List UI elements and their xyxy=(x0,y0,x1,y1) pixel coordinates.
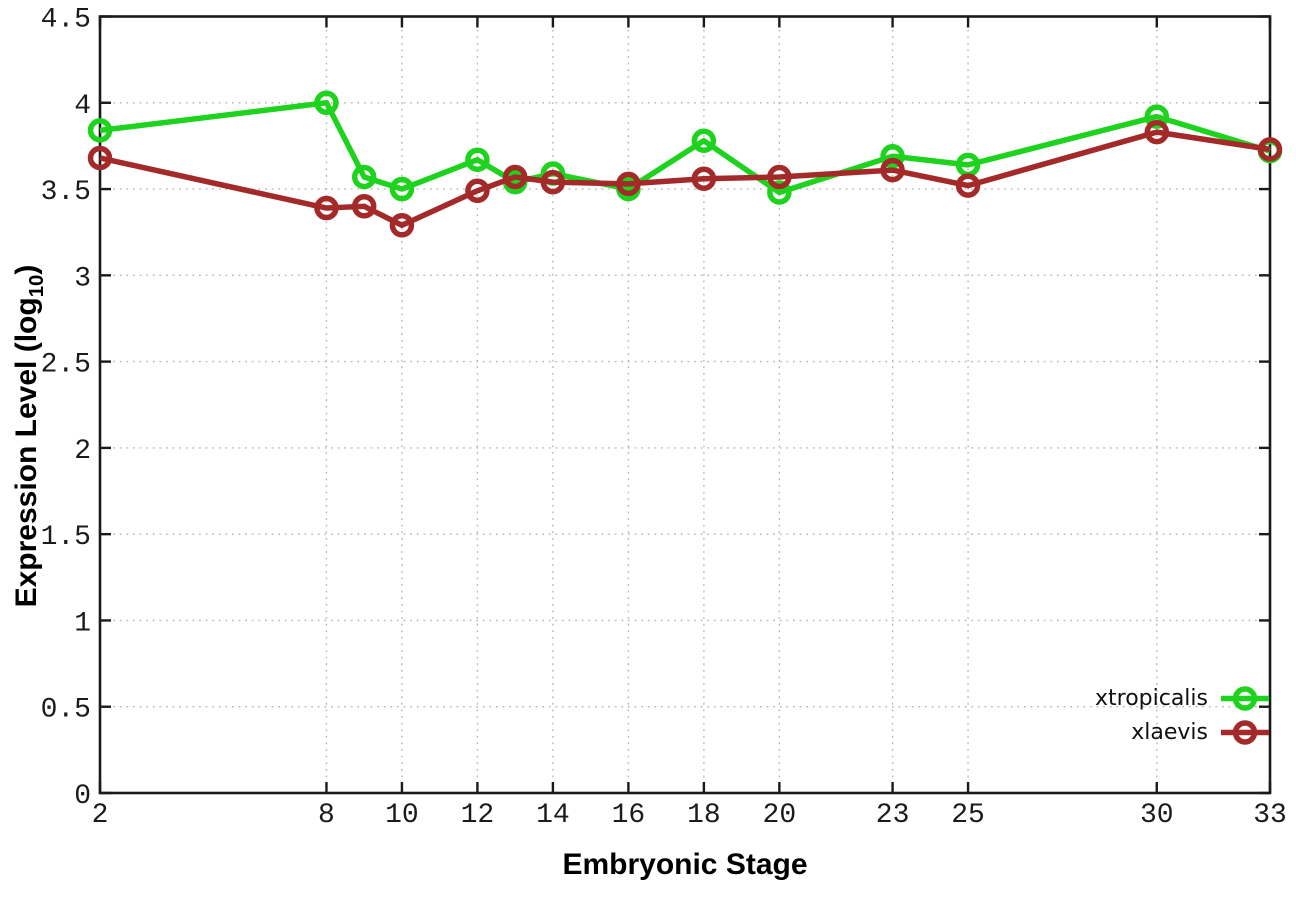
legend-row-xlaevis: xlaevis xyxy=(1131,717,1270,748)
y-axis-title-text: Expression Level (log xyxy=(10,297,43,608)
data-point xyxy=(502,164,528,190)
data-point xyxy=(1144,104,1170,129)
series-xlaevis-line xyxy=(99,129,1271,229)
x-tick-label: 30 xyxy=(1140,800,1174,831)
x-tick-label: 8 xyxy=(318,800,335,831)
data-point xyxy=(880,157,905,183)
x-axis-title: Embryonic Stage xyxy=(562,848,808,881)
y-tick-label: 4.5 xyxy=(41,5,91,36)
x-tick-label: 18 xyxy=(687,800,721,831)
x-tick-label: 12 xyxy=(461,800,495,831)
plot-border xyxy=(98,15,1272,795)
data-point xyxy=(87,118,113,143)
data-point xyxy=(540,169,566,195)
y-tick-label: 3.5 xyxy=(41,177,91,208)
data-point xyxy=(465,147,490,172)
y-tick-label: 0.5 xyxy=(41,695,91,726)
data-point xyxy=(351,194,377,219)
data-point xyxy=(465,178,490,204)
y-tick-label: 2 xyxy=(74,436,91,467)
x-tick-label: 25 xyxy=(951,800,985,831)
series-xlaevis xyxy=(87,119,1283,238)
x-tick-label: 2 xyxy=(92,800,109,831)
data-point xyxy=(691,166,717,191)
legend-row-xtropicalis: xtropicalis xyxy=(1095,683,1270,714)
y-tick-label: 2.5 xyxy=(41,350,91,381)
data-point xyxy=(87,145,113,171)
axis-ticks xyxy=(98,15,1272,795)
data-point xyxy=(767,180,792,205)
x-tick-label: 20 xyxy=(763,800,797,831)
x-tick-label: 33 xyxy=(1253,800,1287,831)
data-point xyxy=(389,176,415,202)
data-point xyxy=(767,164,792,190)
y-axis-title-close: ) xyxy=(10,264,43,275)
y-tick-labels: 0 0.5 1 1.5 2 2.5 3 3.5 4 4.5 xyxy=(41,5,91,813)
data-point xyxy=(1257,137,1283,162)
legend-marker-xtropicalis xyxy=(1221,686,1269,711)
data-point xyxy=(314,195,339,221)
y-tick-label: 0 xyxy=(74,781,91,812)
y-axis-title: Expression Level (log10) xyxy=(10,36,50,836)
x-tick-label: 23 xyxy=(876,800,910,831)
y-tick-label: 4 xyxy=(74,91,91,122)
x-tick-label: 16 xyxy=(612,800,646,831)
legend: xtropicalis xlaevis xyxy=(1095,683,1270,748)
y-tick-label: 1.5 xyxy=(41,522,91,553)
y-axis-title-subscript: 10 xyxy=(26,274,48,298)
legend-label-xtropicalis: xtropicalis xyxy=(1094,686,1208,711)
x-tick-labels: 2 8 10 12 14 16 18 20 23 25 30 33 xyxy=(92,800,1287,831)
data-point xyxy=(389,213,415,238)
legend-label-xlaevis: xlaevis xyxy=(1131,720,1208,745)
data-point xyxy=(1144,119,1170,145)
data-point xyxy=(314,90,339,116)
y-tick-label: 3 xyxy=(74,263,91,294)
x-tick-label: 10 xyxy=(385,800,419,831)
data-point xyxy=(691,128,717,153)
x-tick-label: 14 xyxy=(536,800,570,831)
y-tick-label: 1 xyxy=(74,608,91,639)
data-point xyxy=(351,164,377,190)
legend-marker-xlaevis xyxy=(1221,720,1269,745)
data-point xyxy=(880,144,905,169)
data-point xyxy=(955,173,981,198)
data-point xyxy=(616,171,641,197)
